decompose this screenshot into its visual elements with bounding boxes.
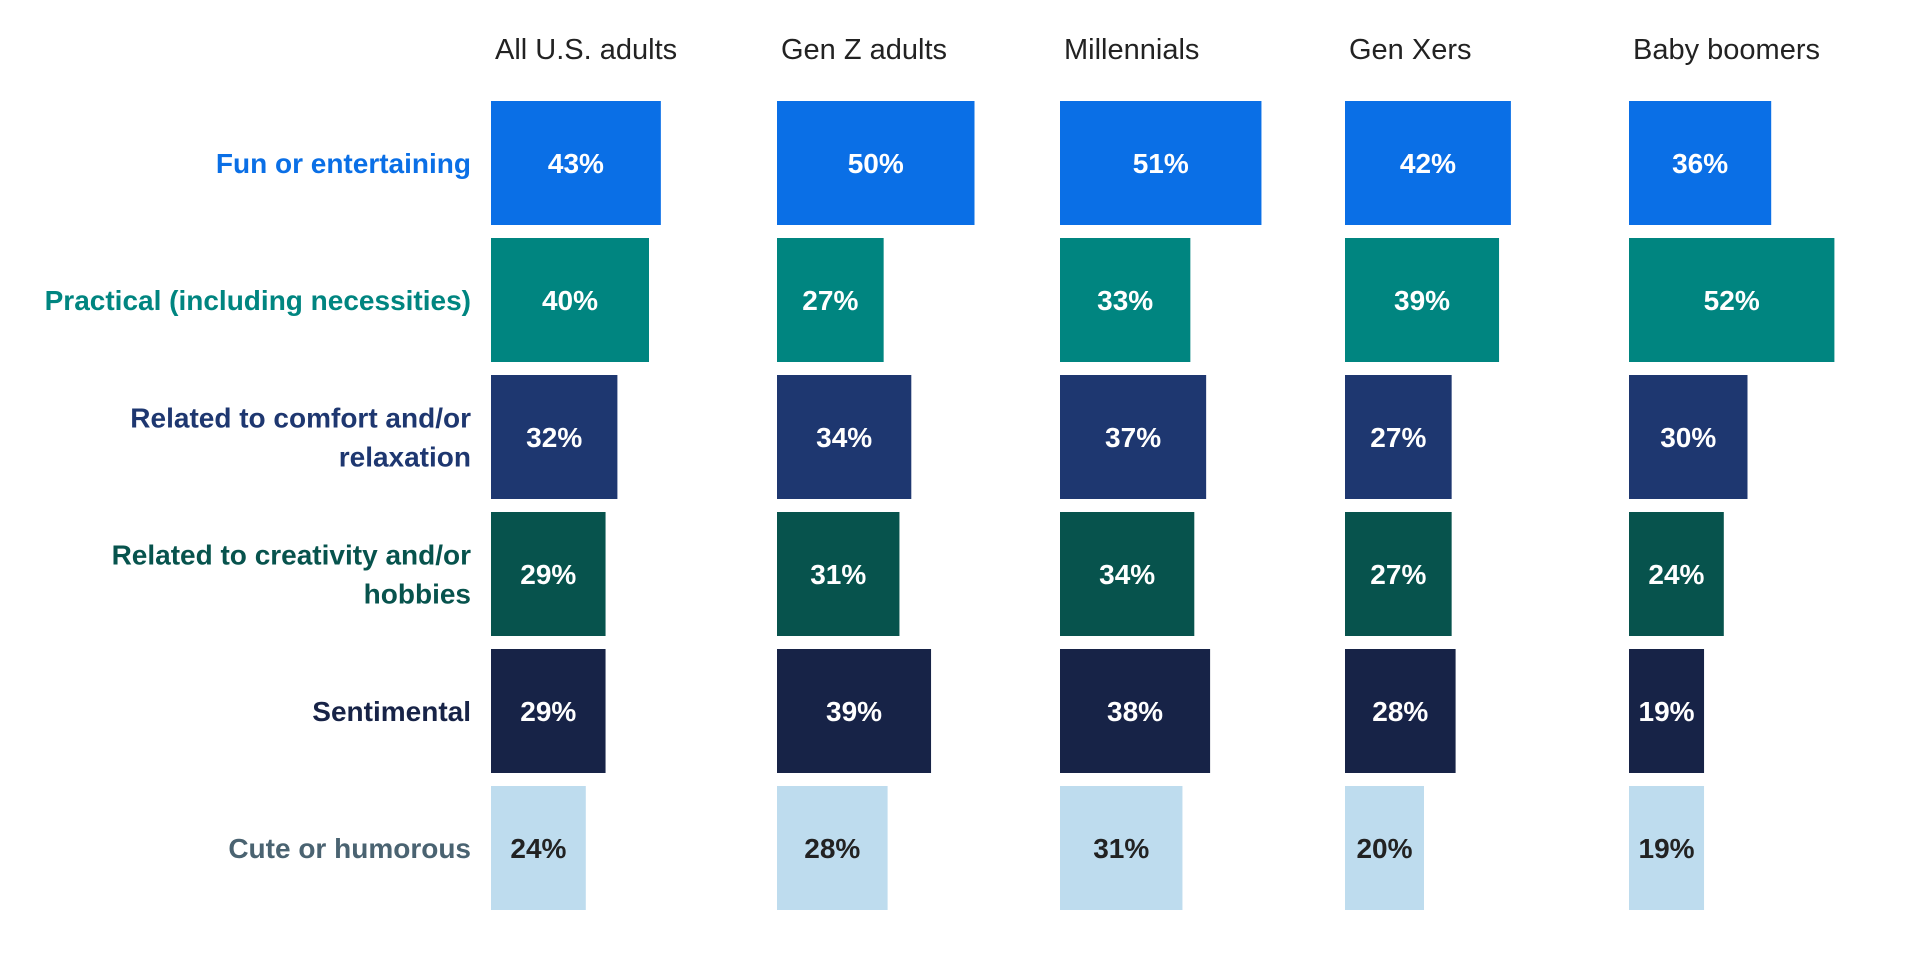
row-label-fun-or-entertaining: Fun or entertaining [216, 148, 471, 179]
bar-value-label: 52% [1704, 285, 1760, 316]
bar-related-to-comfort-and-or-relaxation-millennials [1060, 375, 1207, 499]
bar-cute-or-humorous-all-u-s-adults [491, 786, 586, 910]
row-label-practical-including-necessities: Practical (including necessities) [45, 285, 471, 316]
bar-value-label: 30% [1660, 422, 1716, 453]
bar-value-label: 38% [1107, 696, 1163, 727]
bar-related-to-creativity-and-or-hobbies-millennials [1060, 512, 1195, 636]
row-label-line: Related to comfort and/or [130, 403, 471, 434]
bar-value-label: 31% [1093, 833, 1149, 864]
row-label-related-to-comfort-and-or-relaxation: Related to comfort and/or relaxation [130, 403, 471, 473]
bar-value-label: 39% [1394, 285, 1450, 316]
bar-value-label: 24% [1648, 559, 1704, 590]
row-label-related-to-creativity-and-or-hobbies: Related to creativity and/or hobbies [112, 540, 472, 610]
bar-practical-including-necessities-all-u-s-adults [491, 238, 649, 362]
bar-related-to-comfort-and-or-relaxation-gen-xers [1345, 375, 1452, 499]
bar-fun-or-entertaining-millennials [1060, 101, 1262, 225]
bar-value-label: 28% [804, 833, 860, 864]
bar-value-label: 19% [1639, 833, 1695, 864]
bar-fun-or-entertaining-baby-boomers [1629, 101, 1772, 225]
column-title-millennials: Millennials [1064, 34, 1199, 66]
row-label-line: Cute or humorous [228, 833, 471, 864]
bar-value-label: 51% [1133, 148, 1189, 179]
column-title-gen-z-adults: Gen Z adults [781, 34, 947, 66]
bar-related-to-creativity-and-or-hobbies-gen-z-adults [777, 512, 900, 636]
bar-related-to-creativity-and-or-hobbies-baby-boomers [1629, 512, 1724, 636]
row-label-line: Sentimental [312, 696, 471, 727]
row-label-line: Practical (including necessities) [45, 285, 471, 316]
bar-value-label: 37% [1105, 422, 1161, 453]
bar-fun-or-entertaining-gen-z-adults [777, 101, 975, 225]
bar-value-label: 39% [826, 696, 882, 727]
bar-value-label: 19% [1639, 696, 1695, 727]
bar-value-label: 36% [1672, 148, 1728, 179]
row-label-line: relaxation [339, 442, 471, 473]
column-titles: All U.S. adults Gen Z adults Millennials Ge… [495, 34, 1820, 66]
bar-value-label: 50% [848, 148, 904, 179]
bar-value-label: 27% [1370, 422, 1426, 453]
bar-value-label: 20% [1356, 833, 1412, 864]
bar-practical-including-necessities-gen-z-adults [777, 238, 884, 362]
bar-value-label: 27% [1370, 559, 1426, 590]
bar-value-label: 29% [520, 696, 576, 727]
bar-sentimental-baby-boomers [1629, 649, 1705, 773]
bar-cute-or-humorous-baby-boomers [1629, 786, 1705, 910]
row-labels: Fun or entertaining Practical (including … [45, 148, 471, 864]
bar-value-label: 29% [520, 559, 576, 590]
bar-value-label: 42% [1400, 148, 1456, 179]
bar-sentimental-gen-z-adults [777, 649, 932, 773]
bar-related-to-creativity-and-or-hobbies-all-u-s-adults [491, 512, 606, 636]
bar-sentimental-all-u-s-adults [491, 649, 606, 773]
bar-value-label: 27% [802, 285, 858, 316]
bar-value-label: 32% [526, 422, 582, 453]
row-label-line: Related to creativity and/or [112, 540, 472, 571]
column-title-baby-boomers: Baby boomers [1633, 34, 1820, 66]
bar-related-to-comfort-and-or-relaxation-gen-z-adults [777, 375, 912, 499]
row-label-sentimental: Sentimental [312, 696, 471, 727]
bar-value-label: 40% [542, 285, 598, 316]
bar-related-to-comfort-and-or-relaxation-baby-boomers [1629, 375, 1748, 499]
bar-practical-including-necessities-gen-xers [1345, 238, 1500, 362]
bar-practical-including-necessities-baby-boomers [1629, 238, 1835, 362]
bar-value-label: 28% [1372, 696, 1428, 727]
column-title-gen-xers: Gen Xers [1349, 34, 1472, 66]
bar-value-label: 24% [510, 833, 566, 864]
row-label-cute-or-humorous: Cute or humorous [228, 833, 471, 864]
bar-cute-or-humorous-millennials [1060, 786, 1183, 910]
row-label-line: Fun or entertaining [216, 148, 471, 179]
bar-value-label: 34% [816, 422, 872, 453]
bar-related-to-creativity-and-or-hobbies-gen-xers [1345, 512, 1452, 636]
bar-value-label: 43% [548, 148, 604, 179]
bar-value-label: 33% [1097, 285, 1153, 316]
bars: 43% 50% 51% 42% 36% 40% 27% 33% 39% 52% 32% 34% 37% 2… [491, 101, 1835, 910]
bar-sentimental-millennials [1060, 649, 1211, 773]
column-title-all-u-s-adults: All U.S. adults [495, 34, 677, 66]
bar-sentimental-gen-xers [1345, 649, 1456, 773]
row-label-line: hobbies [364, 579, 471, 610]
bar-related-to-comfort-and-or-relaxation-all-u-s-adults [491, 375, 618, 499]
bar-fun-or-entertaining-gen-xers [1345, 101, 1511, 225]
bar-cute-or-humorous-gen-xers [1345, 786, 1424, 910]
bar-cute-or-humorous-gen-z-adults [777, 786, 888, 910]
bar-practical-including-necessities-millennials [1060, 238, 1191, 362]
bar-value-label: 31% [810, 559, 866, 590]
bar-value-label: 34% [1099, 559, 1155, 590]
bar-fun-or-entertaining-all-u-s-adults [491, 101, 661, 225]
